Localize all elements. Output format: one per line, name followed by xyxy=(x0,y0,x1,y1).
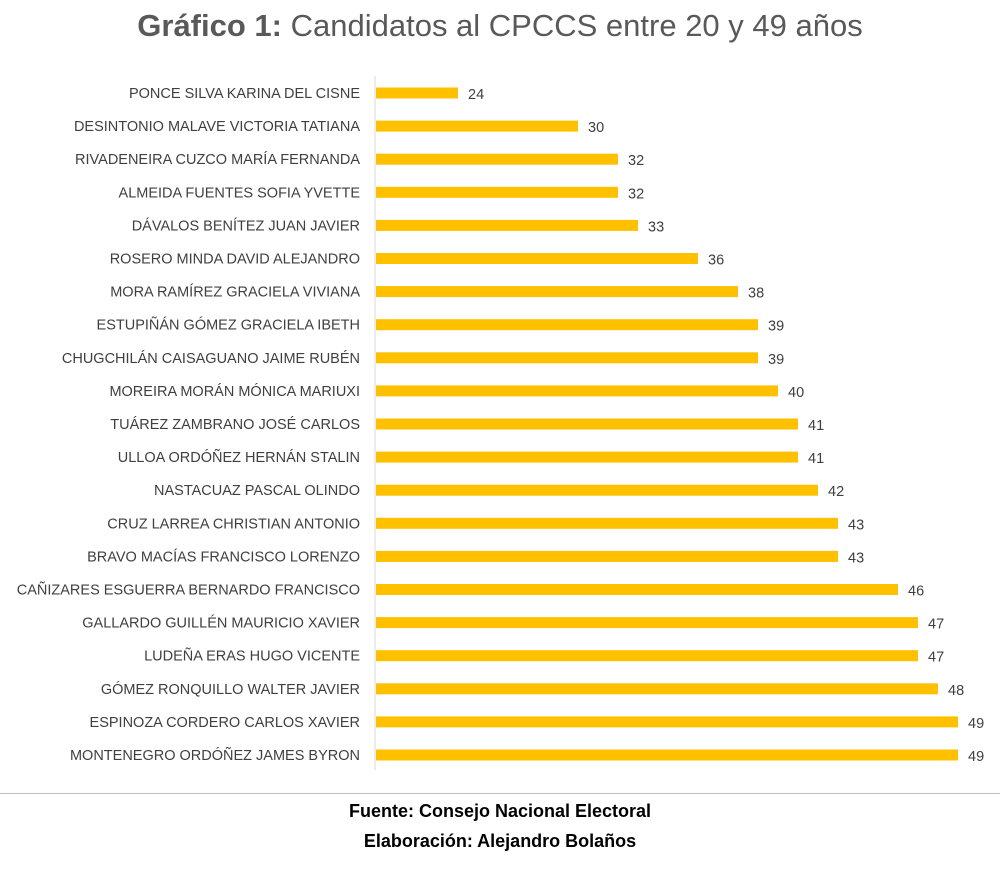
value-label: 24 xyxy=(468,87,484,103)
value-label: 43 xyxy=(848,550,864,566)
category-label: GALLARDO GUILLÉN MAURICIO XAVIER xyxy=(82,615,360,632)
category-label: ALMEIDA FUENTES SOFIA YVETTE xyxy=(119,185,361,201)
bar xyxy=(376,617,918,629)
category-label: MORA RAMÍREZ GRACIELA VIVIANA xyxy=(110,284,360,301)
value-label: 42 xyxy=(828,484,844,500)
category-label: MONTENEGRO ORDÓÑEZ JAMES BYRON xyxy=(70,747,360,764)
bar xyxy=(376,385,778,397)
chart-title-prefix: Gráfico 1: xyxy=(137,8,282,43)
bar xyxy=(376,517,838,529)
value-label: 39 xyxy=(768,319,784,335)
bar xyxy=(376,716,958,728)
bar xyxy=(376,319,758,331)
category-label: CRUZ LARREA CHRISTIAN ANTONIO xyxy=(107,516,360,532)
category-label: ULLOA ORDÓÑEZ HERNÁN STALIN xyxy=(118,449,360,466)
category-label: TUÁREZ ZAMBRANO JOSÉ CARLOS xyxy=(110,416,360,433)
category-label: DÁVALOS BENÍTEZ JUAN JAVIER xyxy=(132,217,360,234)
value-label: 38 xyxy=(748,286,764,302)
bar xyxy=(376,749,958,761)
value-label: 30 xyxy=(588,120,604,136)
value-label: 32 xyxy=(628,153,644,169)
value-label: 36 xyxy=(708,253,724,269)
author-note: Elaboración: Alejandro Bolaños xyxy=(363,831,637,851)
value-label: 39 xyxy=(768,352,784,368)
value-label: 46 xyxy=(908,584,924,600)
bar xyxy=(376,286,738,298)
bars xyxy=(376,87,958,761)
bar xyxy=(376,584,898,595)
bar xyxy=(376,153,618,165)
category-label: MOREIRA MORÁN MÓNICA MARIUXI xyxy=(109,383,360,400)
category-label: CAÑIZARES ESGUERRA BERNARDO FRANCISCO xyxy=(17,582,360,599)
category-label: DESINTONIO MALAVE VICTORIA TATIANA xyxy=(74,119,360,135)
value-label: 41 xyxy=(808,418,824,434)
bar-chart: PONCE SILVA KARINA DEL CISNE DESINTONIO M… xyxy=(17,76,984,770)
bar xyxy=(376,550,838,562)
chart-title: Gráfico 1: Candidatos al CPCCS entre 20 … xyxy=(0,8,1000,44)
category-label: BRAVO MACÍAS FRANCISCO LORENZO xyxy=(87,548,360,565)
value-label: 49 xyxy=(968,716,984,732)
category-label: GÓMEZ RONQUILLO WALTER JAVIER xyxy=(101,681,360,698)
category-labels: PONCE SILVA KARINA DEL CISNE DESINTONIO M… xyxy=(17,86,361,764)
value-label: 49 xyxy=(968,749,984,765)
value-label: 47 xyxy=(928,617,944,633)
category-label: NASTACUAZ PASCAL OLINDO xyxy=(154,483,360,499)
bar xyxy=(376,484,818,496)
bar xyxy=(376,87,458,99)
source-note: Fuente: Consejo Nacional Electoral xyxy=(348,801,652,821)
bar xyxy=(376,451,798,463)
value-label: 41 xyxy=(808,451,824,467)
category-label: RIVADENEIRA CUZCO MARÍA FERNANDA xyxy=(75,151,360,168)
value-label: 40 xyxy=(788,385,804,401)
category-label: ESTUPIÑÁN GÓMEZ GRACIELA IBETH xyxy=(97,317,360,334)
category-label: ESPINOZA CORDERO CARLOS XAVIER xyxy=(90,715,360,731)
category-label: CHUGCHILÁN CAISAGUANO JAIME RUBÉN xyxy=(62,350,360,367)
bar xyxy=(376,352,758,364)
bar xyxy=(376,418,798,430)
footer-divider xyxy=(0,793,1000,794)
value-label: 33 xyxy=(648,219,664,235)
bar xyxy=(376,219,638,231)
value-label: 48 xyxy=(948,683,964,699)
value-label: 32 xyxy=(628,186,644,202)
bar xyxy=(376,186,618,198)
bar xyxy=(376,650,918,662)
category-label: ROSERO MINDA DAVID ALEJANDRO xyxy=(110,252,360,268)
category-label: PONCE SILVA KARINA DEL CISNE xyxy=(129,86,360,102)
value-label: 47 xyxy=(928,650,944,666)
value-label: 43 xyxy=(848,517,864,533)
chart-title-text: Candidatos al CPCCS entre 20 y 49 años xyxy=(290,8,863,43)
bar xyxy=(376,120,578,132)
category-label: LUDEÑA ERAS HUGO VICENTE xyxy=(144,648,360,665)
bar xyxy=(376,683,938,695)
bar xyxy=(376,253,698,264)
data-labels: 24 30 32 32 33 36 38 39 39 40 41 41 42 43 43 46 47 47 48 49… xyxy=(468,87,984,765)
